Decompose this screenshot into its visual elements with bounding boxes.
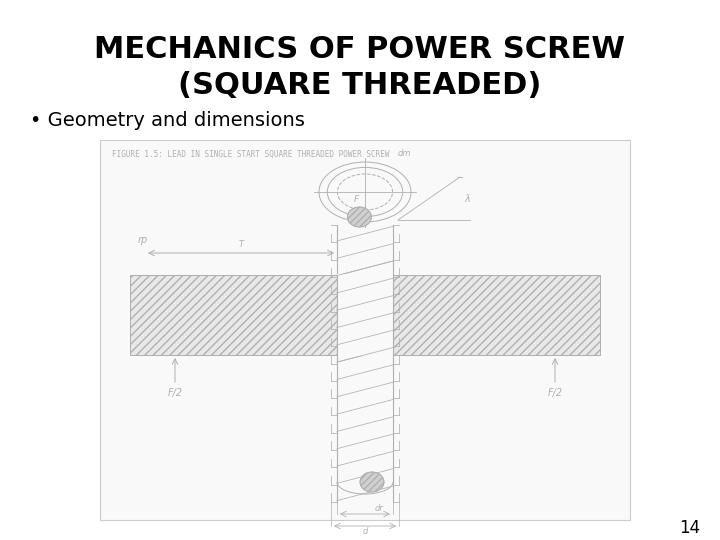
Text: rp: rp bbox=[138, 235, 148, 245]
Bar bbox=[393, 275, 600, 355]
Ellipse shape bbox=[347, 207, 372, 227]
Text: MECHANICS OF POWER SCREW: MECHANICS OF POWER SCREW bbox=[94, 36, 626, 64]
Text: T: T bbox=[238, 240, 243, 249]
Text: F: F bbox=[354, 195, 359, 204]
Text: dm: dm bbox=[397, 149, 410, 158]
Text: λ: λ bbox=[464, 193, 469, 204]
Text: F/2: F/2 bbox=[547, 388, 562, 398]
Text: 14: 14 bbox=[679, 519, 700, 537]
Ellipse shape bbox=[360, 472, 384, 492]
Text: FIGURE 1.5: LEAD IN SINGLE START SQUARE THREADED POWER SCREW: FIGURE 1.5: LEAD IN SINGLE START SQUARE … bbox=[112, 150, 390, 159]
Bar bbox=[130, 275, 337, 355]
Bar bbox=[100, 140, 630, 520]
Text: F/2: F/2 bbox=[168, 388, 183, 398]
Text: dr: dr bbox=[374, 504, 384, 513]
Bar bbox=[393, 275, 600, 355]
Text: • Geometry and dimensions: • Geometry and dimensions bbox=[30, 111, 305, 130]
Bar bbox=[130, 275, 337, 355]
Bar bbox=[337, 274, 393, 356]
Text: (SQUARE THREADED): (SQUARE THREADED) bbox=[179, 71, 541, 99]
Text: d: d bbox=[362, 527, 368, 536]
